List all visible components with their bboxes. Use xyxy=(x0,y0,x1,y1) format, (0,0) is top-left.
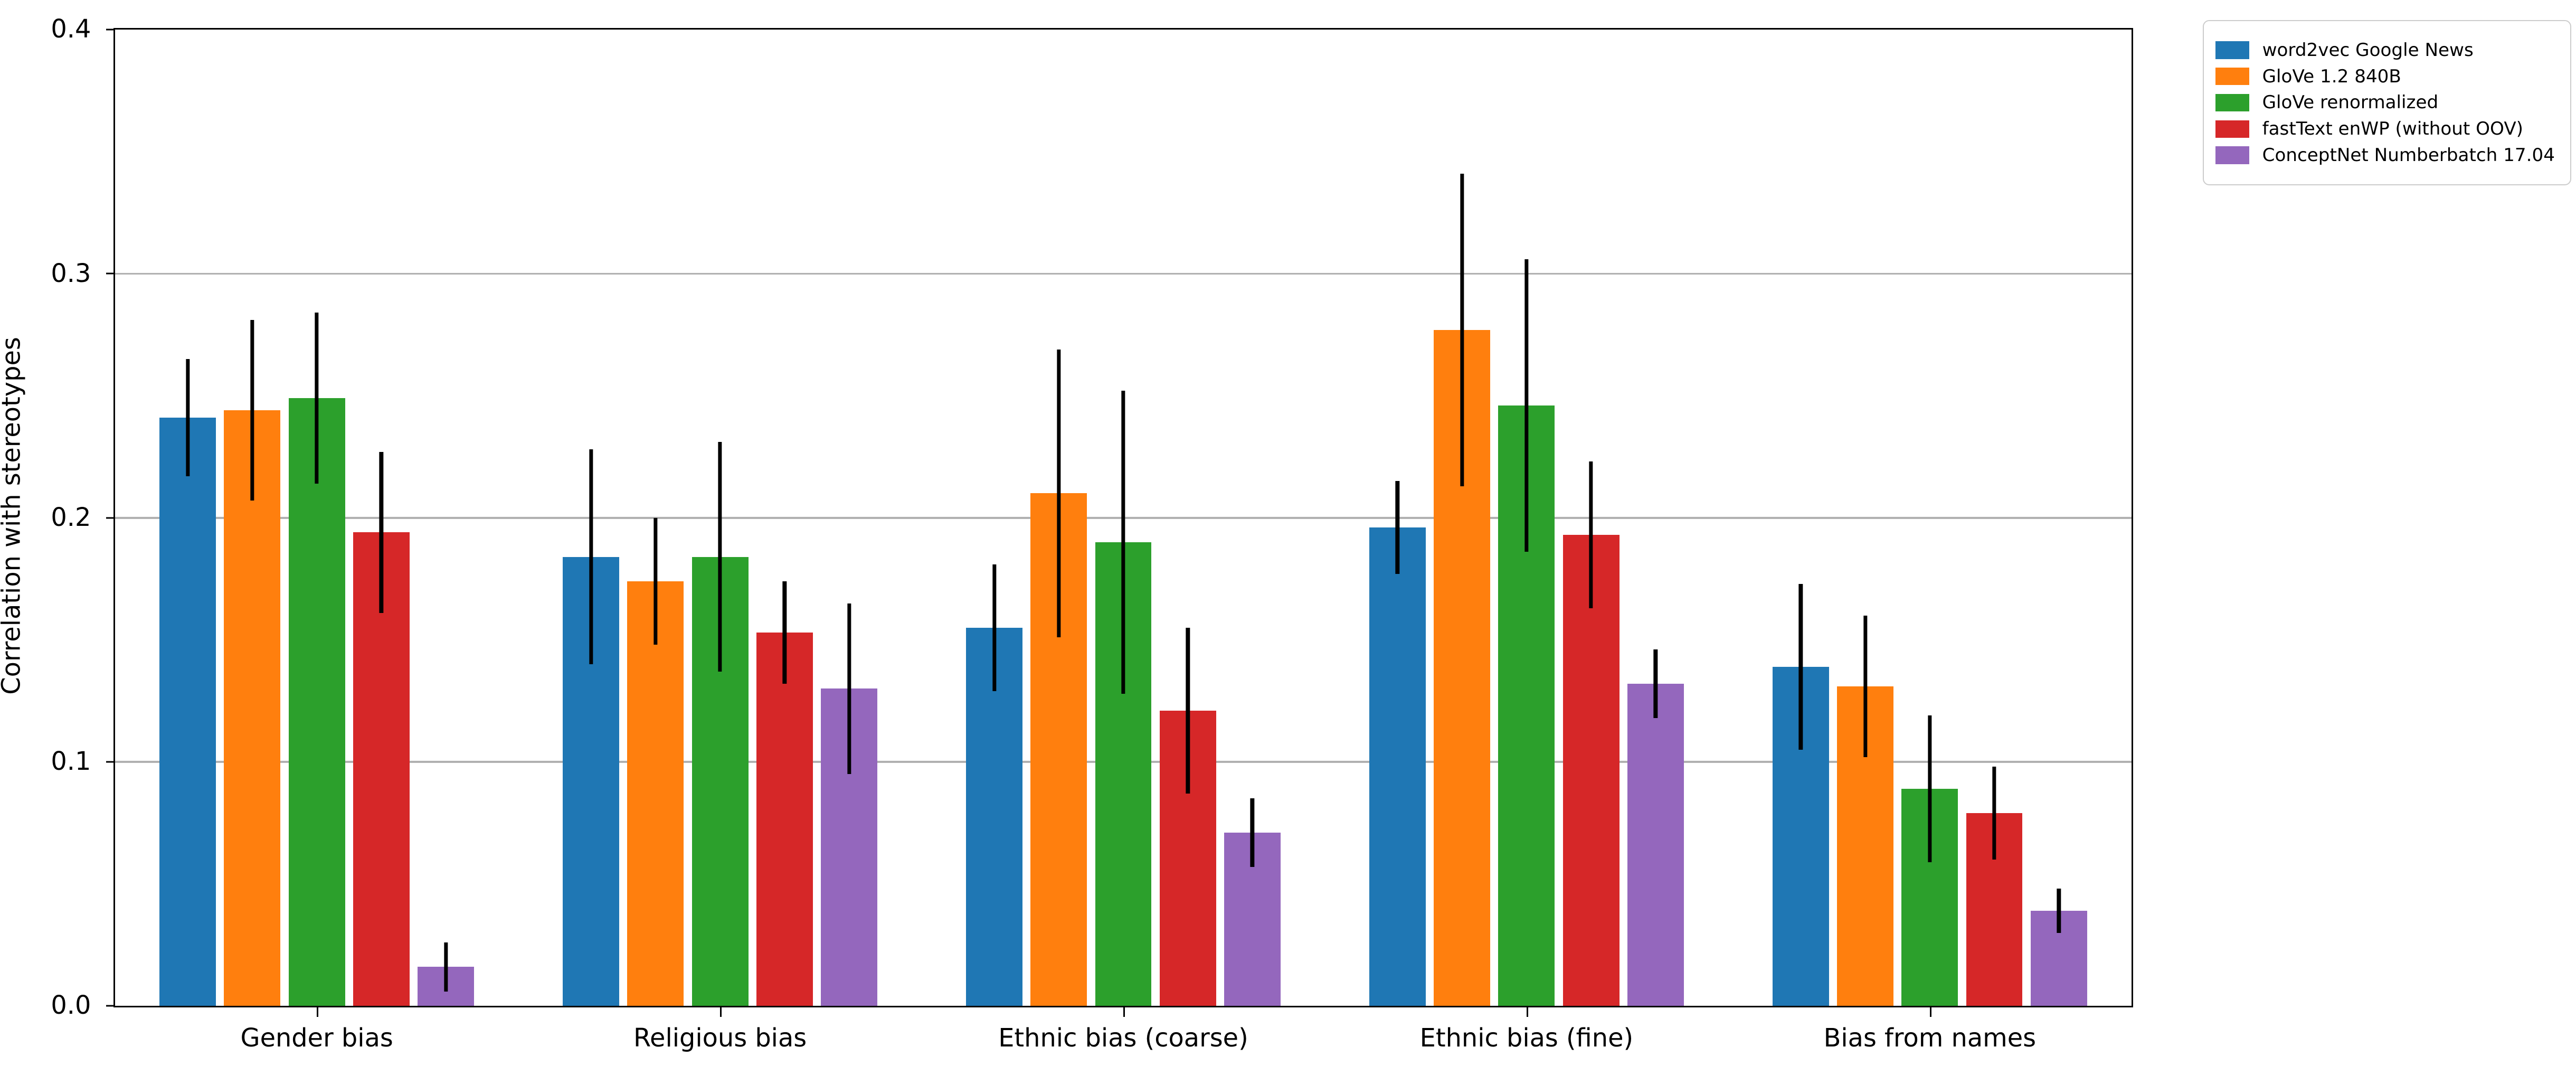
x-tick-mark xyxy=(1123,1006,1125,1017)
legend: word2vec Google News GloVe 1.2 840B GloVe … xyxy=(2202,20,2572,185)
error-bar xyxy=(1057,349,1061,638)
legend-item: GloVe 1.2 840B xyxy=(2215,68,2555,86)
error-bar xyxy=(1524,259,1529,552)
legend-swatch xyxy=(2215,93,2250,112)
legend-label: fastText enWP (without OOV) xyxy=(2262,118,2524,140)
error-bar xyxy=(1928,715,1932,862)
error-bar xyxy=(782,581,787,684)
error-bar xyxy=(1186,627,1190,794)
legend-swatch xyxy=(2215,41,2250,59)
bar xyxy=(756,632,813,1006)
bar xyxy=(1369,527,1426,1006)
y-tick-mark xyxy=(106,761,116,763)
legend-label: GloVe renormalized xyxy=(2262,92,2439,114)
x-tick-mark xyxy=(1929,1006,1931,1017)
error-bar xyxy=(847,603,851,775)
y-tick-label: 0.3 xyxy=(51,259,91,288)
error-bar xyxy=(1589,461,1593,608)
x-tick-label: Ethnic bias (coarse) xyxy=(998,1023,1248,1053)
legend-item: ConceptNet Numberbatch 17.04 xyxy=(2215,146,2555,164)
error-bar xyxy=(1460,173,1464,486)
legend-label: word2vec Google News xyxy=(2262,39,2474,61)
error-bar xyxy=(1395,481,1400,574)
y-tick-mark xyxy=(106,272,116,275)
error-bar xyxy=(250,320,254,501)
plot-area: 0.0 0.1 0.2 0.3 0.4 Gender bias Religious bias… xyxy=(51,17,2133,1053)
error-bar xyxy=(1863,615,1868,757)
legend-item: GloVe renormalized xyxy=(2215,92,2555,114)
bar xyxy=(224,410,281,1006)
y-tick-label: 0.0 xyxy=(51,991,91,1021)
y-tick-label: 0.4 xyxy=(51,15,91,44)
x-tick-label: Religious bias xyxy=(633,1023,807,1053)
error-bar xyxy=(1250,798,1255,867)
error-bar xyxy=(589,449,593,665)
legend-swatch xyxy=(2215,68,2250,86)
error-bar xyxy=(1653,649,1658,718)
legend-swatch xyxy=(2215,120,2250,138)
y-axis-title: Correlation with stereotypes xyxy=(0,337,26,695)
bar xyxy=(1627,684,1684,1006)
bar xyxy=(288,398,345,1006)
bar xyxy=(627,581,684,1006)
legend-item: word2vec Google News xyxy=(2215,41,2555,59)
x-tick-mark xyxy=(317,1006,319,1017)
legend-item: fastText enWP (without OOV) xyxy=(2215,120,2555,138)
error-bar xyxy=(718,442,722,672)
y-tick-mark xyxy=(106,29,116,31)
error-bar xyxy=(1798,583,1803,750)
x-tick-label: Gender bias xyxy=(240,1023,393,1053)
bar xyxy=(1562,535,1620,1006)
error-bar xyxy=(992,564,997,691)
error-bar xyxy=(379,451,384,613)
y-tick-label: 0.2 xyxy=(51,503,91,532)
x-tick-mark xyxy=(1526,1006,1528,1017)
y-tick-mark xyxy=(106,517,116,519)
legend-label: ConceptNet Numberbatch 17.04 xyxy=(2262,144,2555,166)
error-bar xyxy=(186,359,190,477)
gridline xyxy=(115,272,2132,275)
x-tick-mark xyxy=(720,1006,722,1017)
error-bar xyxy=(1992,767,1996,860)
error-bar xyxy=(2057,889,2061,933)
x-tick-label: Ethnic bias (fine) xyxy=(1419,1023,1634,1053)
y-tick-mark xyxy=(106,1005,116,1007)
bar xyxy=(159,418,216,1006)
y-tick-label: 0.1 xyxy=(51,747,91,777)
error-bar xyxy=(654,517,658,645)
error-bar xyxy=(1121,391,1125,694)
x-tick-label: Bias from names xyxy=(1823,1023,2037,1053)
legend-swatch xyxy=(2215,146,2250,164)
error-bar xyxy=(315,313,319,484)
error-bar xyxy=(443,942,448,992)
legend-label: GloVe 1.2 840B xyxy=(2262,65,2401,87)
